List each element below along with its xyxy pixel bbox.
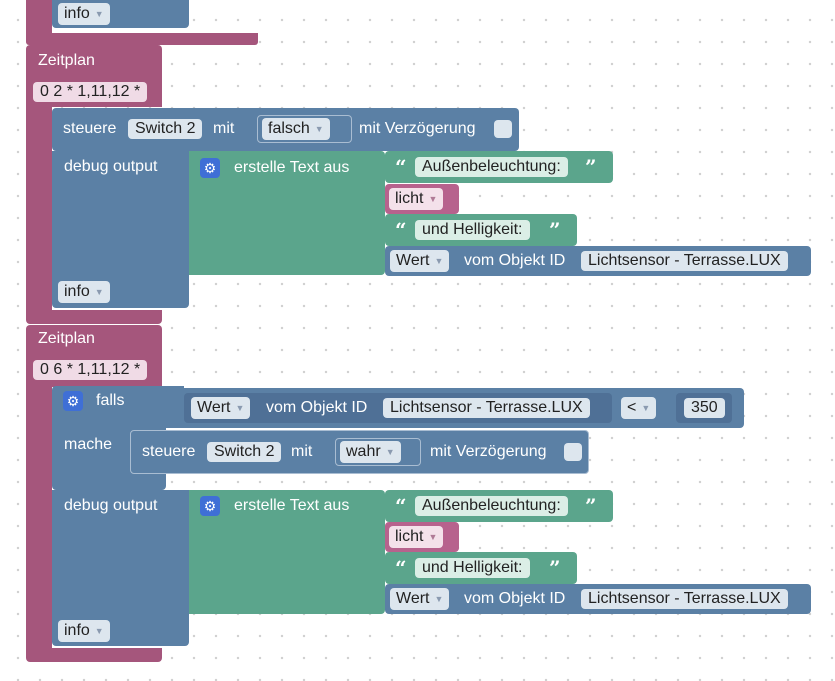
object-id-field[interactable]: Lichtsensor - Terrasse.LUX	[383, 398, 590, 418]
debug-label: debug output	[64, 497, 158, 514]
do-label: mache	[64, 436, 113, 453]
schedule-block-2-bottom[interactable]	[26, 648, 162, 662]
dropdown-arrow-icon: ▼	[641, 403, 651, 413]
top-debug-block[interactable]: info ▼	[52, 0, 189, 28]
dropdown-arrow-icon: ▼	[314, 124, 324, 134]
dropdown-arrow-icon: ▼	[428, 194, 438, 204]
quote-open-icon: “	[395, 494, 407, 518]
with-label: mit	[291, 443, 313, 460]
dropdown-arrow-icon: ▼	[94, 626, 104, 636]
control-block[interactable]: steuere Switch 2 mit falsch ▼ mit Verzöge…	[52, 108, 519, 151]
quote-open-icon: “	[395, 556, 407, 580]
property-value: Wert	[396, 252, 430, 270]
get-value-block[interactable]: Wert ▼ vom Objekt ID Lichtsensor - Terras…	[385, 246, 811, 276]
delay-checkbox[interactable]	[494, 120, 512, 138]
text-join-label: erstelle Text aus	[234, 159, 350, 176]
device-field[interactable]: Switch 2	[128, 119, 203, 139]
bool-dropdown[interactable]: falsch ▼	[262, 118, 330, 140]
variable-dropdown[interactable]: licht ▼	[389, 526, 444, 548]
variable-block[interactable]: licht ▼	[385, 522, 459, 552]
cron-field[interactable]: 0 2 * 1,11,12 *	[33, 82, 148, 102]
control-label: steuere	[142, 443, 196, 460]
variable-block[interactable]: licht ▼	[385, 184, 459, 214]
gear-icon[interactable]: ⚙	[200, 496, 220, 516]
if-label: falls	[96, 392, 125, 409]
text-block-1[interactable]: “ Außenbeleuchtung: ”	[385, 151, 613, 183]
property-dropdown[interactable]: Wert ▼	[191, 397, 251, 419]
bool-value: wahr	[346, 443, 381, 461]
delay-checkbox[interactable]	[564, 443, 582, 461]
operator-dropdown[interactable]: < ▼	[621, 397, 657, 419]
property-dropdown[interactable]: Wert ▼	[390, 250, 450, 272]
get-value-inner[interactable]: Wert ▼ vom Objekt ID Lichtsensor - Terras…	[184, 393, 612, 423]
dropdown-arrow-icon: ▼	[94, 287, 104, 297]
schedule-title: Zeitplan	[38, 52, 95, 69]
text-join-block[interactable]: ⚙ erstelle Text aus	[189, 151, 385, 275]
schedule-title: Zeitplan	[38, 330, 95, 347]
dropdown-arrow-icon: ▼	[235, 403, 245, 413]
dropdown-arrow-icon: ▼	[434, 256, 444, 266]
dropdown-arrow-icon: ▼	[385, 447, 395, 457]
gear-icon[interactable]: ⚙	[63, 391, 83, 411]
control-label: steuere	[63, 120, 117, 137]
object-id-field[interactable]: Lichtsensor - Terrasse.LUX	[581, 589, 788, 609]
gear-icon[interactable]: ⚙	[200, 158, 220, 178]
cron-field[interactable]: 0 6 * 1,11,12 *	[33, 360, 148, 380]
text-field-1[interactable]: Außenbeleuchtung:	[415, 496, 568, 516]
text-field-1[interactable]: Außenbeleuchtung:	[415, 157, 568, 177]
with-label: mit	[213, 120, 235, 137]
quote-close-icon: ”	[585, 494, 597, 518]
info-dropdown[interactable]: info ▼	[58, 281, 110, 303]
dropdown-arrow-icon: ▼	[428, 532, 438, 542]
text-block-2[interactable]: “ und Helligkeit: ”	[385, 214, 577, 246]
quote-close-icon: ”	[585, 155, 597, 179]
text-join-label: erstelle Text aus	[234, 497, 350, 514]
text-field-2[interactable]: und Helligkeit:	[415, 220, 530, 240]
quote-close-icon: ”	[549, 218, 561, 242]
variable-name: licht	[395, 528, 424, 546]
schedule-block-1-bottom[interactable]	[26, 310, 162, 324]
quote-close-icon: ”	[549, 556, 561, 580]
number-field[interactable]: 350	[684, 398, 725, 418]
top-event-block-bottom[interactable]	[26, 33, 258, 45]
property-value: Wert	[197, 399, 231, 417]
text-block-2[interactable]: “ und Helligkeit: ”	[385, 552, 577, 584]
debug-block[interactable]: debug output info ▼	[52, 151, 189, 308]
property-dropdown[interactable]: Wert ▼	[390, 588, 450, 610]
variable-name: licht	[395, 190, 424, 208]
top-event-block-spine[interactable]	[26, 0, 52, 34]
delay-label: mit Verzögerung	[359, 120, 476, 137]
text-block-1[interactable]: “ Außenbeleuchtung: ”	[385, 490, 613, 522]
quote-open-icon: “	[395, 155, 407, 179]
info-dropdown[interactable]: info ▼	[58, 620, 110, 642]
text-join-block[interactable]: ⚙ erstelle Text aus	[189, 490, 385, 614]
debug-block[interactable]: debug output info ▼	[52, 490, 189, 646]
info-dropdown[interactable]: info ▼	[58, 3, 110, 25]
number-block[interactable]: 350	[676, 393, 732, 423]
text-field-2[interactable]: und Helligkeit:	[415, 558, 530, 578]
debug-label: debug output	[64, 158, 158, 175]
dropdown-arrow-icon: ▼	[94, 9, 104, 19]
bool-value: falsch	[268, 120, 310, 138]
bool-dropdown[interactable]: wahr ▼	[340, 441, 401, 463]
property-value: Wert	[396, 590, 430, 608]
quote-open-icon: “	[395, 218, 407, 242]
schedule-block-1-spine[interactable]	[26, 106, 52, 312]
delay-label: mit Verzögerung	[430, 443, 547, 460]
operator-value: <	[627, 399, 637, 417]
object-label: vom Objekt ID	[464, 252, 566, 269]
object-label: vom Objekt ID	[464, 590, 566, 607]
object-id-field[interactable]: Lichtsensor - Terrasse.LUX	[581, 251, 788, 271]
info-label: info	[64, 622, 90, 640]
get-value-block[interactable]: Wert ▼ vom Objekt ID Lichtsensor - Terras…	[385, 584, 811, 614]
info-label: info	[64, 283, 90, 301]
variable-dropdown[interactable]: licht ▼	[389, 188, 444, 210]
device-field[interactable]: Switch 2	[207, 442, 282, 462]
compare-block[interactable]: Wert ▼ vom Objekt ID Lichtsensor - Terras…	[166, 388, 744, 428]
dropdown-arrow-icon: ▼	[434, 594, 444, 604]
schedule-block-2-spine[interactable]	[26, 386, 52, 650]
control-block[interactable]: steuere Switch 2 mit wahr ▼ mit Verzögeru…	[130, 430, 589, 474]
info-label: info	[64, 5, 90, 23]
object-label: vom Objekt ID	[266, 399, 368, 416]
